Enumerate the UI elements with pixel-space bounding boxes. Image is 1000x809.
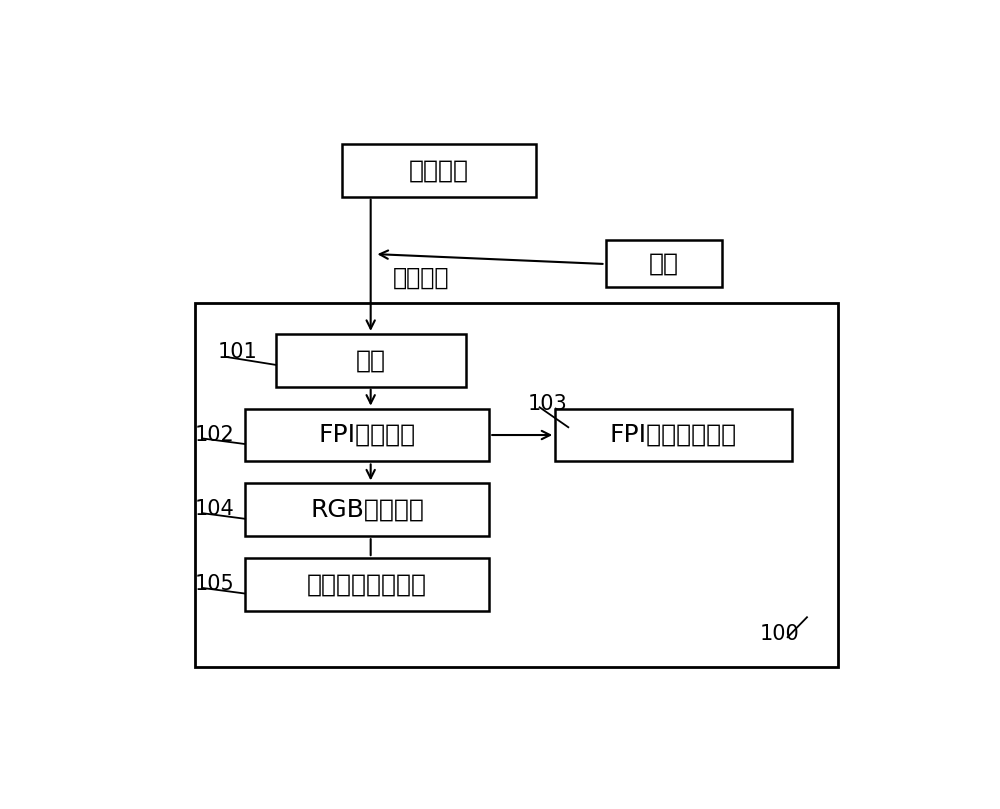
Text: 光源: 光源 (649, 252, 679, 276)
Text: 镜头: 镜头 (356, 348, 386, 372)
Bar (606, 240, 722, 287)
Text: 101: 101 (218, 342, 257, 362)
Text: 芯片基座和线路板: 芯片基座和线路板 (307, 573, 427, 596)
Text: 拍摄对象: 拍摄对象 (409, 159, 469, 182)
Text: 103: 103 (528, 393, 567, 413)
Text: 104: 104 (194, 499, 234, 519)
Text: FPI驱动控制单元: FPI驱动控制单元 (610, 423, 737, 447)
Bar (195, 303, 838, 667)
Bar (342, 144, 536, 197)
Text: 105: 105 (194, 574, 234, 595)
Bar (245, 409, 489, 461)
Text: 入射光线: 入射光线 (392, 265, 449, 290)
Text: 102: 102 (194, 425, 234, 445)
Bar (245, 558, 489, 611)
Text: 100: 100 (760, 624, 800, 644)
Bar (555, 409, 792, 461)
Bar (245, 483, 489, 536)
Bar (276, 334, 466, 387)
Text: FPI滤光组件: FPI滤光组件 (319, 423, 416, 447)
Text: RGB成像芯片: RGB成像芯片 (310, 498, 424, 522)
